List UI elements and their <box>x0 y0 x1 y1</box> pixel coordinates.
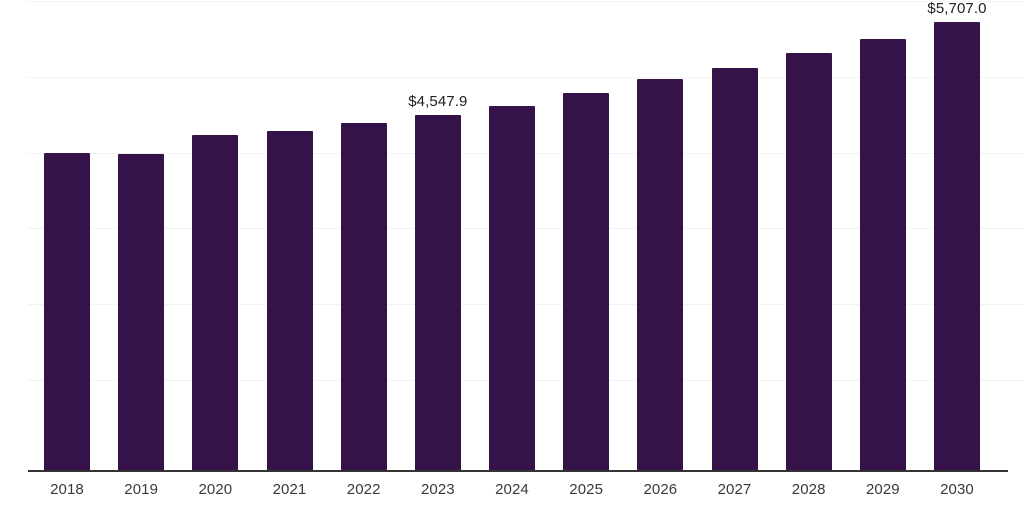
bar[interactable] <box>118 154 165 471</box>
bar[interactable] <box>340 123 387 471</box>
bar[interactable] <box>44 153 90 471</box>
x-tick-label-2029: 2029 <box>865 481 900 498</box>
x-tick-label-2020: 2020 <box>198 481 233 498</box>
bar-value-label: $4,547.9 <box>408 93 468 110</box>
x-tick-label-2027: 2027 <box>717 481 752 498</box>
gridline <box>28 1 1024 2</box>
bar[interactable] <box>934 22 980 471</box>
bar[interactable] <box>414 115 461 471</box>
x-tick-label-2026: 2026 <box>643 481 678 498</box>
x-tick-label-2030: 2030 <box>940 481 974 498</box>
bar-value-label: $5,707.0 <box>927 0 987 17</box>
bar[interactable] <box>785 52 832 471</box>
bar[interactable] <box>266 131 313 471</box>
x-tick-label-2022: 2022 <box>346 481 381 498</box>
x-tick-label-2025: 2025 <box>569 481 604 498</box>
x-tick-label-2019: 2019 <box>124 481 159 498</box>
x-tick-label-2018: 2018 <box>50 481 84 498</box>
bar[interactable] <box>489 106 535 471</box>
x-axis-line <box>28 470 1008 472</box>
x-tick-label-2028: 2028 <box>791 481 826 498</box>
bar[interactable] <box>192 135 239 471</box>
x-tick-label-2023: 2023 <box>420 481 455 498</box>
bar[interactable] <box>859 39 906 471</box>
x-tick-label-2024: 2024 <box>495 481 529 498</box>
gridline <box>28 77 1024 78</box>
bar[interactable] <box>637 78 684 471</box>
bar[interactable] <box>711 67 758 471</box>
bar[interactable] <box>563 93 610 471</box>
x-tick-label-2021: 2021 <box>272 481 307 498</box>
